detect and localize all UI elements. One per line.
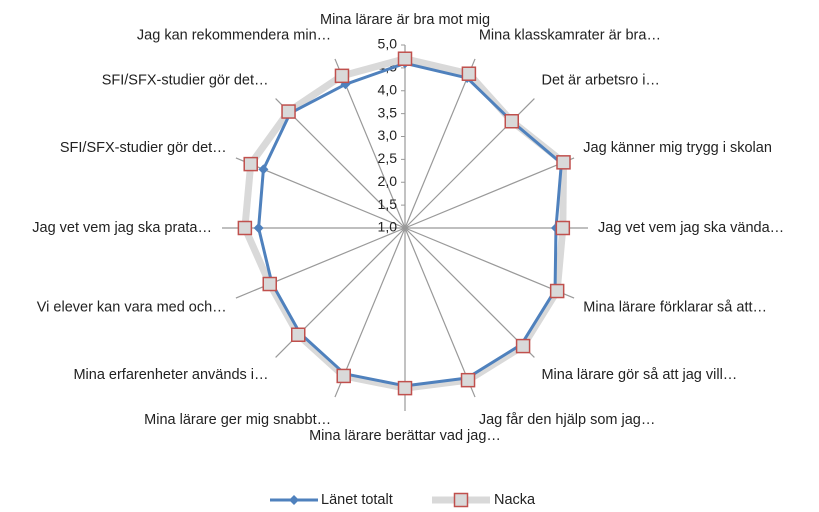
marker <box>549 283 565 299</box>
category-label: Mina erfarenheter används i… <box>73 367 268 383</box>
y-tick-label: 1,5 <box>378 196 398 212</box>
category-label: SFI/SFX-studier gör det… <box>60 140 227 156</box>
category-label: Mina lärare berättar vad jag… <box>309 428 501 444</box>
spoke <box>404 227 476 398</box>
y-tick-label: 5,0 <box>378 36 398 52</box>
legend-label: Nacka <box>494 492 536 508</box>
marker <box>237 220 253 236</box>
category-label: Det är arbetsro i… <box>541 73 659 89</box>
marker <box>243 156 258 172</box>
y-tick-label: 2,0 <box>378 173 398 189</box>
spoke <box>404 58 476 229</box>
marker <box>334 68 350 84</box>
category-label: Mina klasskamrater är bra… <box>479 28 661 44</box>
category-label: Mina lärare är bra mot mig <box>320 12 490 28</box>
category-label: Mina lärare förklarar så att… <box>583 299 767 315</box>
category-label: Jag kan rekommendera min… <box>137 28 331 44</box>
marker <box>555 220 571 236</box>
marker <box>262 276 277 292</box>
marker <box>289 495 299 505</box>
marker <box>290 327 306 343</box>
y-tick-label: 3,0 <box>378 127 398 143</box>
y-tick-label: 2,5 <box>378 150 398 166</box>
marker <box>460 372 476 388</box>
spoke <box>404 227 575 299</box>
category-label: SFI/SFX-studier gör det… <box>102 73 269 89</box>
marker <box>397 51 413 66</box>
category-label: Jag känner mig trygg i skolan <box>583 140 772 156</box>
marker <box>504 113 520 129</box>
marker <box>453 492 469 508</box>
legend-label: Länet totalt <box>321 492 393 508</box>
y-tick-label: 4,0 <box>378 81 398 97</box>
category-label: Jag vet vem jag ska vända… <box>598 220 784 236</box>
marker <box>258 164 269 175</box>
category-label: Jag får den hjälp som jag… <box>479 412 656 428</box>
marker <box>253 223 264 233</box>
y-tick-label: 3,5 <box>378 104 398 120</box>
category-label: Vi elever kan vara med och… <box>37 299 227 315</box>
marker <box>515 338 531 354</box>
marker <box>556 155 571 170</box>
spoke <box>275 98 406 229</box>
category-label: Mina lärare gör så att jag vill… <box>541 367 737 383</box>
marker <box>281 104 296 119</box>
category-label: Mina lärare ger mig snabbt… <box>144 412 331 428</box>
marker <box>397 380 413 396</box>
spoke <box>404 227 535 358</box>
category-label: Jag vet vem jag ska prata… <box>32 220 212 236</box>
y-tick-label: 1,0 <box>378 219 398 235</box>
spoke <box>404 157 575 229</box>
marker <box>336 368 351 384</box>
marker <box>461 66 477 81</box>
